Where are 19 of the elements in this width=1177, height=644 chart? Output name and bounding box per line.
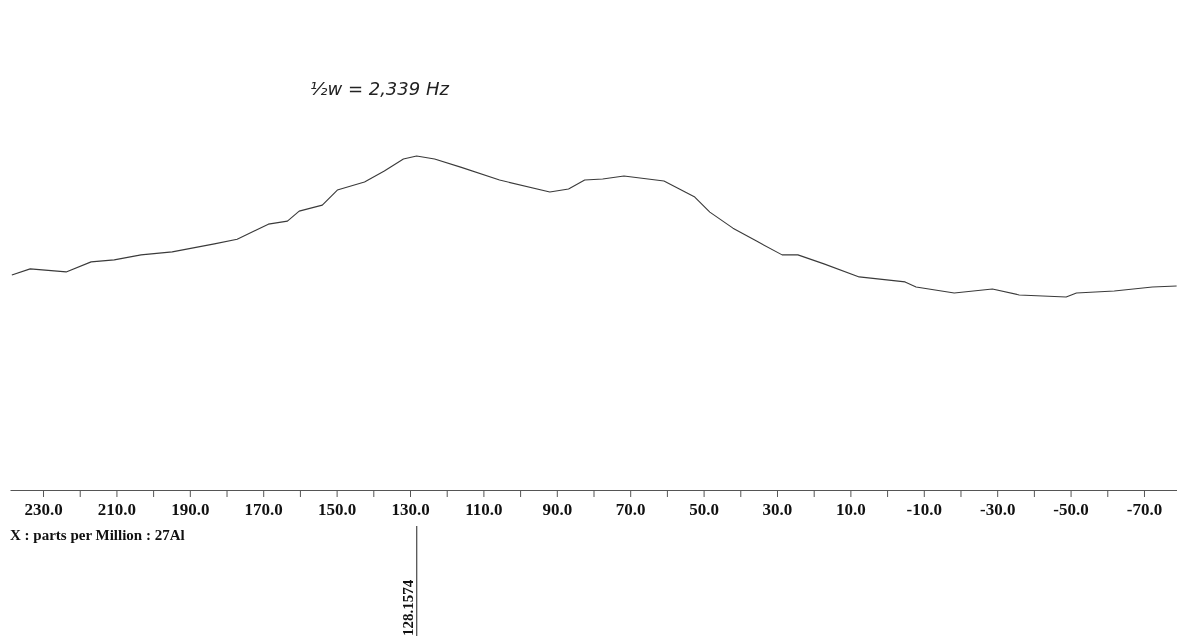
x-tick-label: 150.0 bbox=[317, 500, 357, 520]
x-tick-label: -50.0 bbox=[1053, 500, 1089, 520]
x-tick-label: 50.0 bbox=[689, 500, 719, 520]
x-tick-label: 110.0 bbox=[465, 500, 503, 520]
x-tick-label: 70.0 bbox=[615, 500, 646, 520]
x-tick-label: 130.0 bbox=[391, 500, 430, 520]
x-tick-label: 230.0 bbox=[24, 500, 63, 520]
x-axis-title: X : parts per Million : 27Al bbox=[10, 527, 185, 543]
x-tick-label: 90.0 bbox=[542, 500, 573, 520]
x-tick-label: -30.0 bbox=[979, 500, 1016, 520]
x-tick-label: -10.0 bbox=[906, 500, 942, 520]
x-tick-label: 10.0 bbox=[836, 500, 866, 520]
x-tick-label: 170.0 bbox=[244, 500, 283, 520]
annotation: 128.1574 bbox=[399, 579, 416, 636]
text: ½w = 2,339 Hz bbox=[310, 78, 450, 99]
x-tick-label: 190.0 bbox=[171, 500, 210, 520]
x-tick-label: 30.0 bbox=[762, 500, 793, 520]
x-tick-label: 210.0 bbox=[97, 500, 137, 520]
x-tick-label: -70.0 bbox=[1126, 500, 1163, 520]
